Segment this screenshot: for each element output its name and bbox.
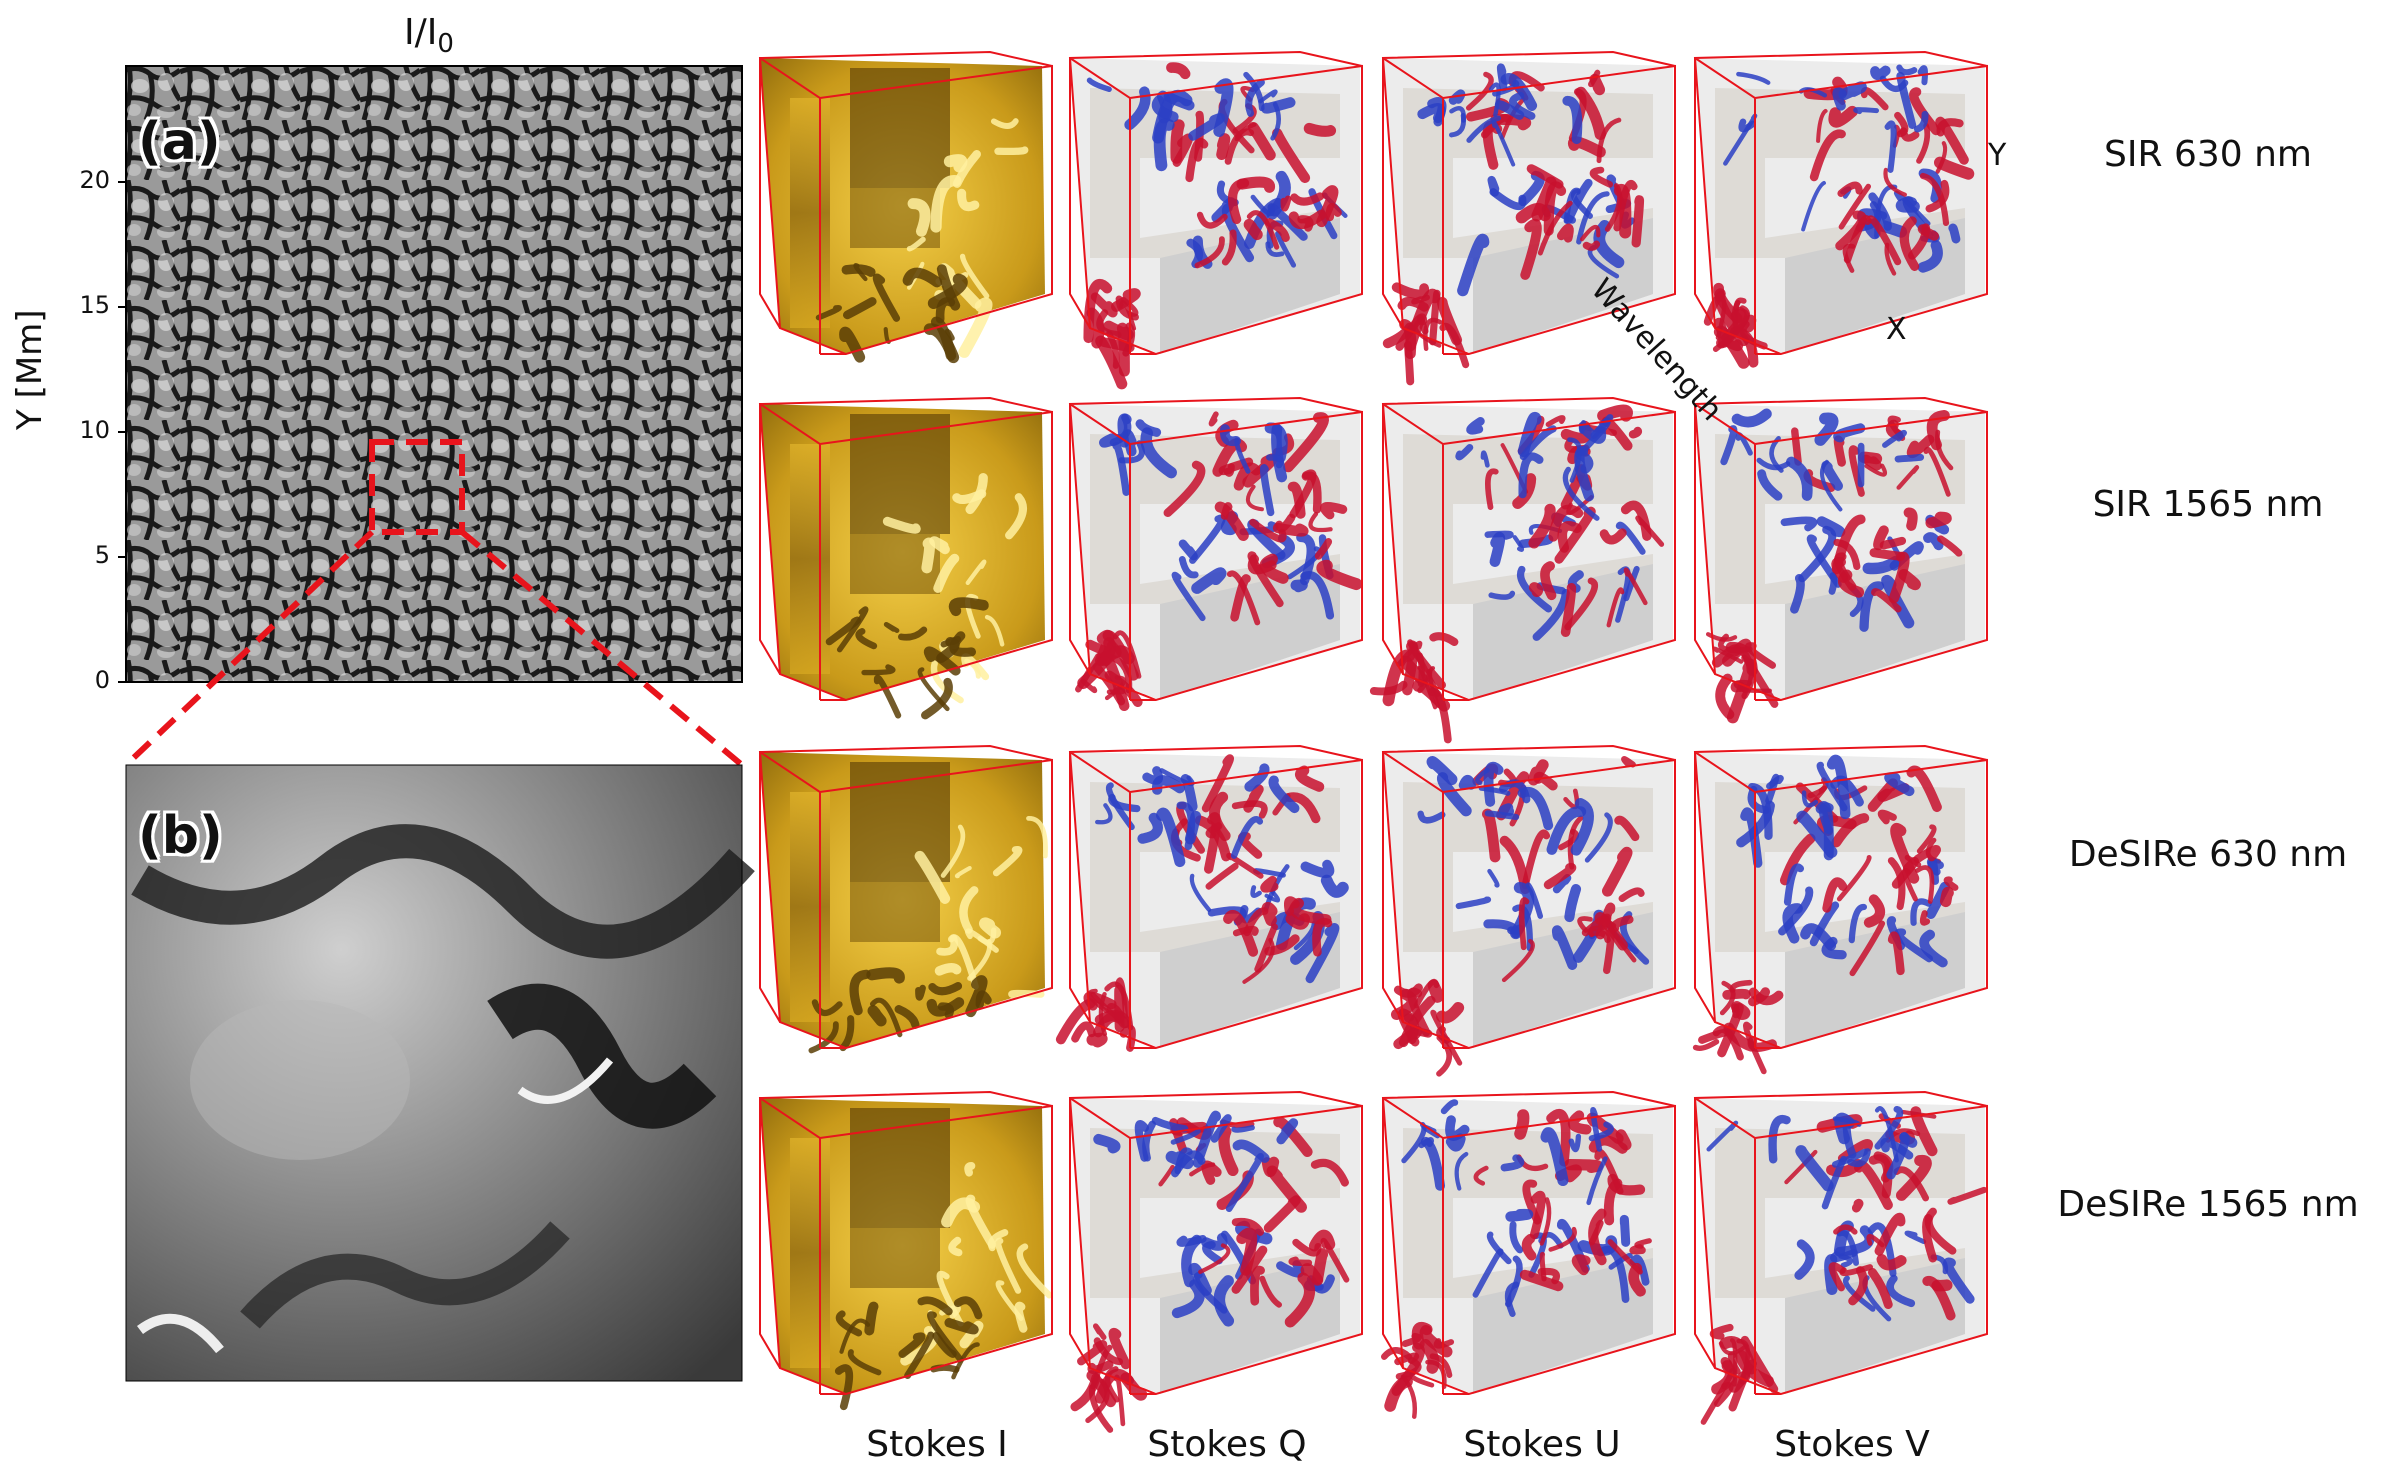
cube-axis-y-label: Y bbox=[1988, 138, 2007, 173]
granulation-image bbox=[118, 65, 743, 683]
row-label-sir-630: SIR 630 nm bbox=[2104, 134, 2312, 175]
stokes-cube bbox=[1068, 396, 1363, 712]
panel-a-title: I/I0 bbox=[404, 12, 454, 60]
cube-axis-x-label: X bbox=[1886, 312, 1907, 347]
y-tick-label: 20 bbox=[79, 166, 110, 194]
stokes-cube bbox=[1692, 744, 1988, 1075]
stokes-cube bbox=[758, 744, 1053, 1054]
y-axis-label: Y [Mm] bbox=[10, 309, 50, 430]
stokes-cube bbox=[1055, 744, 1363, 1052]
y-tick-label: 5 bbox=[94, 541, 110, 569]
row-label-desire-1565: DeSIRe 1565 nm bbox=[2057, 1184, 2359, 1225]
y-tick-label: 0 bbox=[94, 666, 110, 694]
stokes-cube-grid bbox=[758, 50, 1988, 1433]
column-label-stokes-u: Stokes U bbox=[1463, 1424, 1621, 1465]
zoom-region-marker bbox=[123, 439, 744, 768]
stokes-cube bbox=[758, 396, 1053, 720]
stokes-cube bbox=[1693, 396, 1988, 724]
row-label-desire-630: DeSIRe 630 nm bbox=[2068, 834, 2348, 875]
stokes-cube bbox=[758, 50, 1053, 364]
y-tick-label: 10 bbox=[79, 416, 110, 444]
stokes-cube bbox=[1068, 50, 1363, 390]
stokes-cube bbox=[1693, 50, 1988, 369]
stokes-cube bbox=[1369, 396, 1676, 744]
stokes-cube bbox=[758, 1090, 1053, 1411]
column-label-stokes-q: Stokes Q bbox=[1147, 1424, 1307, 1465]
stokes-cube bbox=[1068, 1090, 1363, 1433]
panel-a-tag: (a) bbox=[138, 112, 221, 172]
panel-b-tag: (b) bbox=[138, 806, 223, 866]
stokes-cube bbox=[1381, 50, 1676, 386]
row-label-sir-1565: SIR 1565 nm bbox=[2092, 484, 2324, 525]
y-tick-label: 15 bbox=[79, 291, 110, 319]
column-label-stokes-i: Stokes I bbox=[866, 1424, 1008, 1465]
stokes-cube bbox=[1380, 1090, 1676, 1419]
stokes-cube bbox=[1381, 744, 1676, 1077]
zoomed-image bbox=[125, 764, 755, 1382]
column-label-stokes-v: Stokes V bbox=[1774, 1424, 1930, 1465]
stokes-cube bbox=[1693, 1090, 1988, 1425]
